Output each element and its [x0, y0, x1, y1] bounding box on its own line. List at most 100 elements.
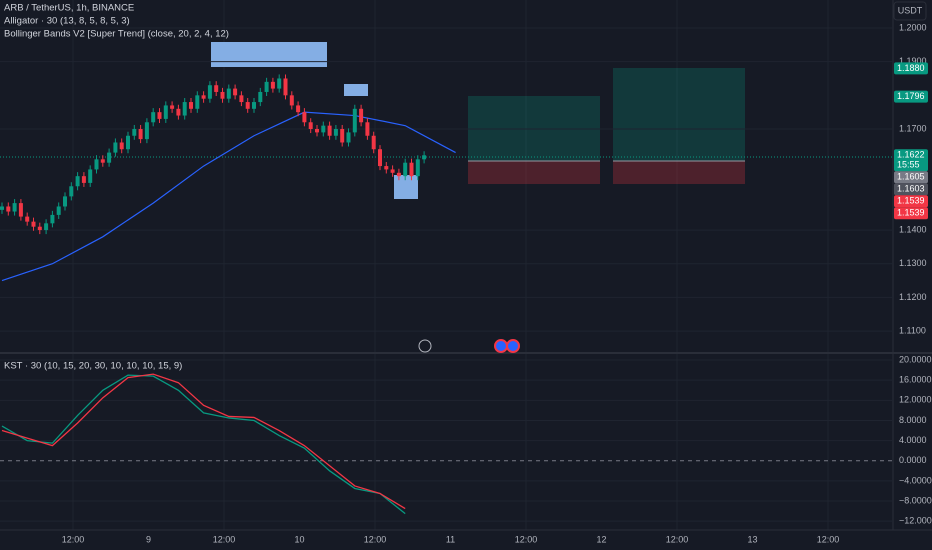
time-label: 12:00 — [666, 534, 689, 544]
candle-body — [31, 221, 36, 227]
kst-label: KST · 30 (10, 15, 20, 30, 10, 10, 10, 15… — [4, 361, 182, 372]
candle-body — [107, 152, 112, 163]
candle-body — [308, 122, 313, 130]
candle-body — [151, 112, 156, 123]
price-badge — [894, 149, 928, 172]
candle-body — [195, 95, 200, 109]
kst-tick-label: 12.0000 — [899, 395, 932, 405]
candle-body — [422, 155, 427, 160]
event-icon[interactable] — [506, 339, 520, 353]
currency-label[interactable]: USDT — [898, 5, 923, 15]
kst-tick-label: −12.0000 — [899, 516, 932, 526]
candle-body — [94, 159, 99, 170]
candle-body — [296, 105, 301, 113]
event-icon[interactable] — [418, 339, 432, 353]
candle-body — [50, 214, 55, 224]
candle-body — [233, 88, 238, 96]
candle-body — [100, 159, 105, 163]
candle-body — [81, 176, 86, 183]
time-label: 12:00 — [62, 534, 85, 544]
price-badge-label: 1.1605 — [897, 172, 925, 182]
price-badge — [894, 90, 928, 103]
time-label: 13 — [747, 534, 757, 544]
highlight-box — [211, 42, 327, 67]
candle-body — [18, 203, 23, 217]
candle-body — [371, 135, 376, 150]
price-tick-label: 1.1100 — [899, 325, 926, 335]
kst-tick-label: −8.0000 — [899, 495, 932, 505]
candle-body — [138, 129, 143, 140]
candle-body — [415, 159, 420, 177]
kst-line — [1, 374, 406, 515]
event-icon[interactable] — [494, 339, 508, 353]
candle-body — [75, 176, 80, 187]
candle-body — [340, 129, 345, 143]
kst-tick-label: −4.0000 — [899, 475, 932, 485]
candle-body — [239, 95, 244, 103]
candle-body — [403, 162, 408, 177]
candle-body — [182, 102, 187, 116]
candle-body — [252, 102, 256, 109]
long-target-zone — [468, 96, 600, 161]
time-label: 11 — [446, 534, 455, 544]
time-label: 9 — [146, 534, 151, 544]
candle-body — [201, 95, 206, 99]
time-label: 12:00 — [213, 534, 236, 544]
price-tick-label: 1.1700 — [899, 123, 927, 133]
kst-tick-label: 0.0000 — [899, 455, 927, 465]
candle-body — [12, 203, 17, 212]
candle-body — [119, 142, 124, 150]
currency-button[interactable] — [893, 1, 927, 21]
candle-body — [163, 105, 168, 119]
kst-tick-label: 8.0000 — [899, 415, 927, 425]
candle-body — [346, 132, 351, 143]
candle-body — [157, 112, 162, 119]
candle-body — [126, 135, 130, 150]
candle-body — [132, 129, 137, 136]
candle-body — [409, 162, 414, 177]
candle-body — [207, 85, 212, 99]
highlight-box — [394, 175, 418, 199]
countdown-label: 15:55 — [897, 160, 920, 170]
candle-body — [220, 91, 225, 99]
candle-body — [226, 88, 231, 99]
kst-line — [1, 373, 406, 510]
candle-body — [25, 216, 30, 222]
price-tick-label: 1.1400 — [899, 224, 927, 234]
candle-body — [170, 105, 175, 109]
candle-body — [333, 129, 338, 136]
candle-body — [56, 206, 61, 215]
candle-body — [378, 149, 382, 167]
candle-body — [283, 78, 288, 96]
price-badge — [894, 195, 928, 208]
candle-body — [214, 85, 219, 92]
candle-body — [176, 108, 181, 116]
long-target-zone — [613, 68, 745, 161]
candle-body — [144, 122, 149, 140]
candle-body — [245, 102, 250, 109]
grid — [72, 0, 829, 530]
candle-body — [352, 108, 357, 133]
kst-tick-label: 16.0000 — [899, 375, 932, 385]
candle-body — [69, 186, 74, 197]
symbol-title: ARB / TetherUS, 1h, BINANCE — [4, 3, 134, 14]
long-stop-zone — [468, 161, 600, 184]
price-badge — [894, 207, 928, 220]
candle-body — [189, 102, 193, 109]
price-badge-label: 1.1603 — [897, 184, 925, 194]
candle-body — [390, 169, 395, 173]
price-badge — [894, 62, 928, 75]
price-badge-label: 1.1796 — [897, 91, 925, 101]
price-badge — [894, 171, 928, 184]
candle-body — [113, 142, 118, 153]
time-label: 12:00 — [364, 534, 387, 544]
candle-body — [327, 125, 332, 136]
candle-body — [63, 196, 67, 207]
candle-body — [6, 206, 11, 212]
price-tick-label: 1.1300 — [899, 258, 927, 268]
indicator-label: Bollinger Bands V2 [Super Trend] (close,… — [4, 29, 229, 40]
time-label: 12:00 — [515, 534, 538, 544]
price-badge — [894, 183, 928, 196]
